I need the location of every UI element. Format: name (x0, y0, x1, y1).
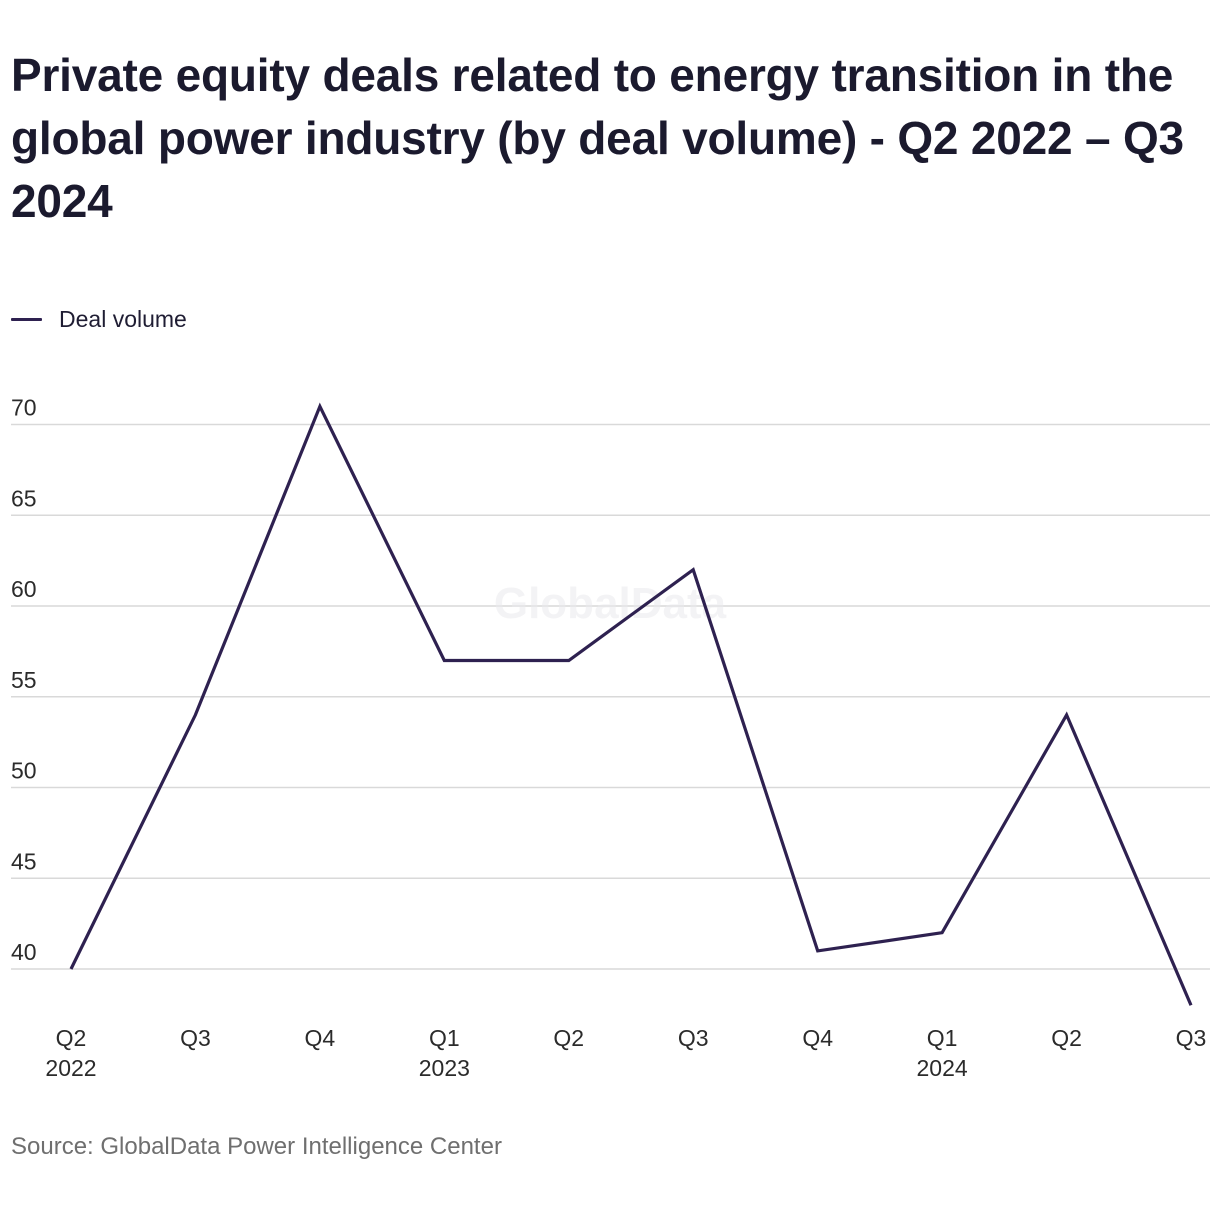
chart-title: Private equity deals related to energy t… (11, 49, 1184, 227)
x-year-label-2023: 2023 (419, 1055, 470, 1081)
legend-label-deal-volume: Deal volume (59, 306, 187, 332)
series-deal-volume (69, 402, 1193, 1006)
x-tick-label-4: Q2 (553, 1025, 584, 1051)
y-tick-label-40: 40 (11, 939, 37, 965)
y-tick-label-50: 50 (11, 758, 37, 784)
gridlines (11, 423, 1210, 970)
series-line-0 (69, 402, 1193, 1006)
y-tick-label-55: 55 (11, 667, 37, 693)
x-tick-label-6: Q4 (802, 1025, 833, 1051)
x-tick-label-9: Q3 (1176, 1025, 1207, 1051)
x-tick-label-8: Q2 (1051, 1025, 1082, 1051)
x-year-label-2022: 2022 (45, 1055, 96, 1081)
x-tick-label-0: Q2 (56, 1025, 87, 1051)
x-tick-label-1: Q3 (180, 1025, 211, 1051)
x-tick-label-2: Q4 (305, 1025, 336, 1051)
x-axis-ticks: Q2 2022 Q3 Q4 Q1 2023 Q2 Q3 Q4 Q1 2024 Q2 Q3 (45, 1025, 1206, 1081)
legend: Deal volume (11, 306, 187, 333)
y-axis-ticks: 40 45 50 55 60 65 70 (11, 395, 37, 966)
y-tick-label-60: 60 (11, 576, 37, 602)
x-tick-label-3: Q1 (429, 1025, 460, 1051)
y-tick-label-45: 45 (11, 848, 37, 874)
source-note: Source: GlobalData Power Intelligence Ce… (11, 1133, 502, 1160)
legend-swatch-deal-volume (11, 318, 42, 321)
x-tick-label-7: Q1 (927, 1025, 958, 1051)
x-year-label-2024: 2024 (917, 1055, 968, 1081)
x-tick-label-5: Q3 (678, 1025, 709, 1051)
y-tick-label-70: 70 (11, 395, 37, 421)
y-tick-label-65: 65 (11, 485, 37, 511)
watermark: GlobalData (494, 579, 727, 628)
